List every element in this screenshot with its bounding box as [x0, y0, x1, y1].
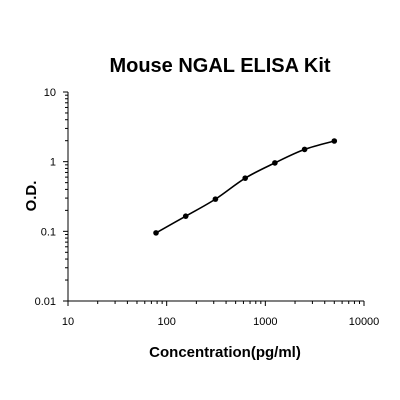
data-point [212, 196, 219, 202]
data-point [272, 160, 278, 166]
y-tick-label: 0.1 [41, 226, 56, 238]
x-tick-label: 1000 [253, 316, 277, 328]
fit-curve-layer [155, 140, 335, 234]
x-tick-label: 10000 [349, 316, 380, 328]
x-tick-label: 10 [62, 316, 74, 328]
y-tick-label: 1 [50, 157, 56, 169]
axes: 0.01 0.1 1 10 10 100 1000 10000 [35, 87, 380, 328]
x-tick-label: 100 [157, 316, 175, 328]
data-point [301, 146, 308, 153]
fit-curve [155, 140, 335, 234]
chart-title: Mouse NGAL ELISA Kit [109, 55, 330, 77]
y-axis-label: O.D. [23, 181, 40, 212]
data-point [331, 138, 338, 144]
data-points-layer [153, 138, 338, 236]
y-tick-label: 0.01 [35, 296, 56, 308]
data-point [242, 175, 248, 181]
x-axis-label: Concentration(pg/ml) [149, 344, 301, 361]
y-tick-label: 10 [44, 87, 56, 99]
data-point [182, 213, 189, 219]
data-point [153, 230, 159, 236]
